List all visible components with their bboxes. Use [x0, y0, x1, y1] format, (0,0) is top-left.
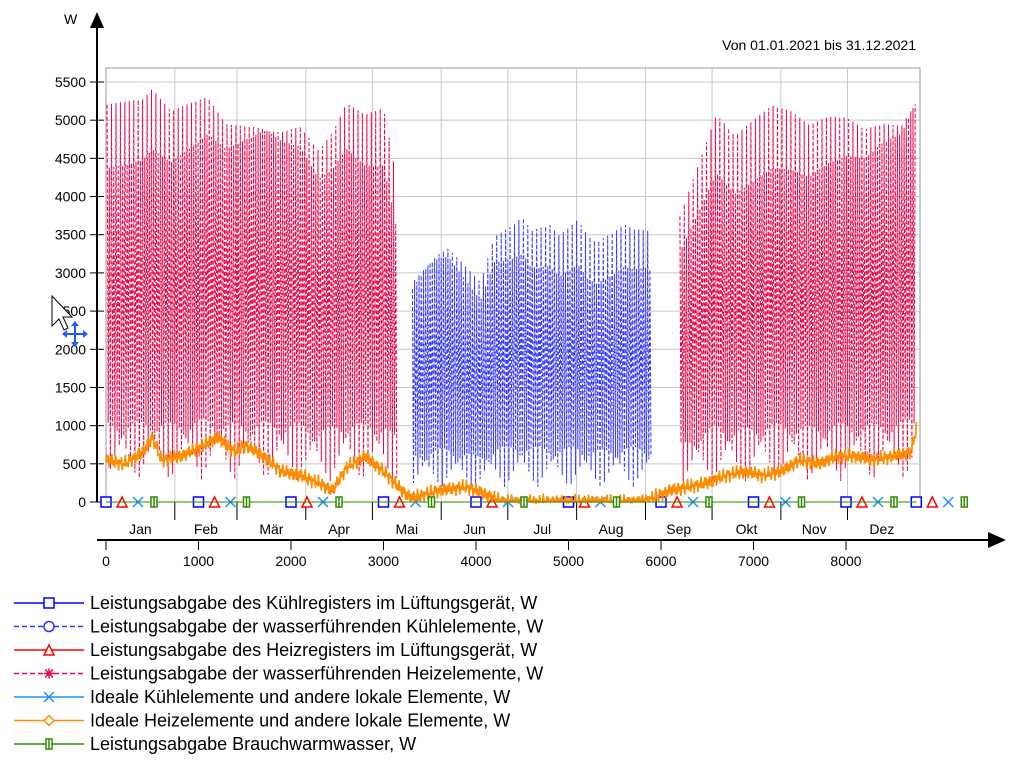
month-label: Nov	[802, 521, 827, 537]
series-marker	[520, 496, 528, 508]
y-tick-label: 1000	[55, 418, 86, 434]
series-layer	[100, 89, 969, 508]
month-label: Mai	[396, 521, 419, 537]
series-line	[105, 422, 918, 506]
series-marker	[44, 668, 54, 679]
series-line	[679, 104, 916, 482]
legend-label: Leistungsabgabe des Kühlregisters im Lüf…	[90, 593, 537, 613]
x-tick-label: 5000	[553, 553, 584, 569]
y-tick-label: 4500	[55, 150, 86, 166]
legend-item: Ideale Heizelemente und andere lokale El…	[14, 711, 510, 731]
series-marker	[942, 496, 954, 508]
x-axis-arrow-icon	[988, 532, 1006, 548]
series-1	[411, 218, 652, 488]
x-tick-label: 2000	[275, 553, 306, 569]
move-cursor-icon	[62, 321, 88, 347]
y-axis-arrow-icon	[90, 12, 104, 28]
legend-label: Ideale Heizelemente und andere lokale El…	[90, 711, 510, 731]
month-label: Aug	[599, 521, 624, 537]
series-marker	[242, 496, 251, 508]
legend-label: Ideale Kühlelemente und andere lokale El…	[90, 687, 510, 707]
month-label: Dez	[869, 521, 894, 537]
chart-title: Von 01.01.2021 bis 31.12.2021	[722, 37, 916, 53]
y-tick-label: 2000	[55, 341, 86, 357]
x-tick-label: 1000	[183, 553, 214, 569]
legend-item: Leistungsabgabe der wasserführenden Kühl…	[14, 617, 543, 637]
x-tick-label: 4000	[460, 553, 491, 569]
month-labels: Jan Feb Mär Apr Mai Jun Jul Aug Sep Okt Nov Dez	[129, 502, 894, 537]
series-marker	[150, 496, 158, 508]
y-tick-label: 5000	[55, 112, 86, 128]
series-marker	[43, 597, 55, 609]
series-marker	[926, 495, 939, 508]
x-tick-label: 0	[102, 553, 110, 569]
series-5	[105, 422, 918, 506]
series-marker	[612, 496, 621, 508]
x-tick-label: 3000	[368, 553, 399, 569]
legend: Leistungsabgabe des Kühlregisters im Lüf…	[14, 593, 543, 754]
legend-label: Leistungsabgabe des Heizregisters im Lüf…	[90, 640, 537, 660]
y-tick-label: 500	[63, 456, 87, 472]
series-marker	[42, 643, 56, 656]
x-tick-label: 6000	[645, 553, 676, 569]
series-marker	[45, 738, 53, 750]
x-ticks: 0 1000 2000 3000 4000 5000 6000 7000 8000	[102, 540, 862, 569]
y-tick-label: 0	[78, 494, 86, 510]
y-axis-label: W	[64, 11, 78, 27]
y-tick-label: 5500	[55, 74, 86, 90]
series-line	[411, 218, 652, 488]
month-label: Apr	[328, 521, 350, 537]
y-tick-label: 3500	[55, 227, 86, 243]
y-tick-label: 1500	[55, 379, 86, 395]
month-label: Jan	[129, 521, 152, 537]
series-6	[106, 496, 969, 508]
mouse-pointer-icon	[51, 294, 74, 331]
y-tick-label: 4000	[55, 189, 86, 205]
legend-item: Leistungsabgabe der wasserführenden Heiz…	[14, 664, 543, 684]
month-label: Mär	[259, 521, 283, 537]
series-marker	[43, 620, 55, 633]
series-line	[106, 89, 398, 483]
series-marker	[890, 496, 898, 508]
series-marker	[797, 496, 806, 508]
legend-item: Leistungsabgabe des Heizregisters im Lüf…	[14, 640, 537, 660]
y-tick-label: 3000	[55, 265, 86, 281]
month-label: Jun	[463, 521, 486, 537]
series-marker	[335, 496, 343, 508]
series-marker	[960, 496, 969, 508]
series-marker	[42, 714, 56, 727]
x-tick-label: 7000	[738, 553, 769, 569]
legend-item: Ideale Kühlelemente und andere lokale El…	[14, 687, 510, 707]
series-marker	[427, 496, 436, 508]
legend-item: Leistungsabgabe des Kühlregisters im Lüf…	[14, 593, 537, 613]
legend-item: Leistungsabgabe Brauchwarmwasser, W	[14, 734, 416, 754]
series-3	[106, 89, 916, 483]
x-tick-label: 8000	[830, 553, 861, 569]
series-marker	[705, 496, 713, 508]
legend-label: Leistungsabgabe Brauchwarmwasser, W	[90, 734, 416, 754]
series-marker	[43, 691, 55, 703]
legend-label: Leistungsabgabe der wasserführenden Heiz…	[90, 664, 543, 684]
month-label: Jul	[533, 521, 551, 537]
month-label: Okt	[736, 521, 758, 537]
month-label: Sep	[666, 521, 691, 537]
month-label: Feb	[194, 521, 218, 537]
legend-label: Leistungsabgabe der wasserführenden Kühl…	[90, 617, 543, 637]
